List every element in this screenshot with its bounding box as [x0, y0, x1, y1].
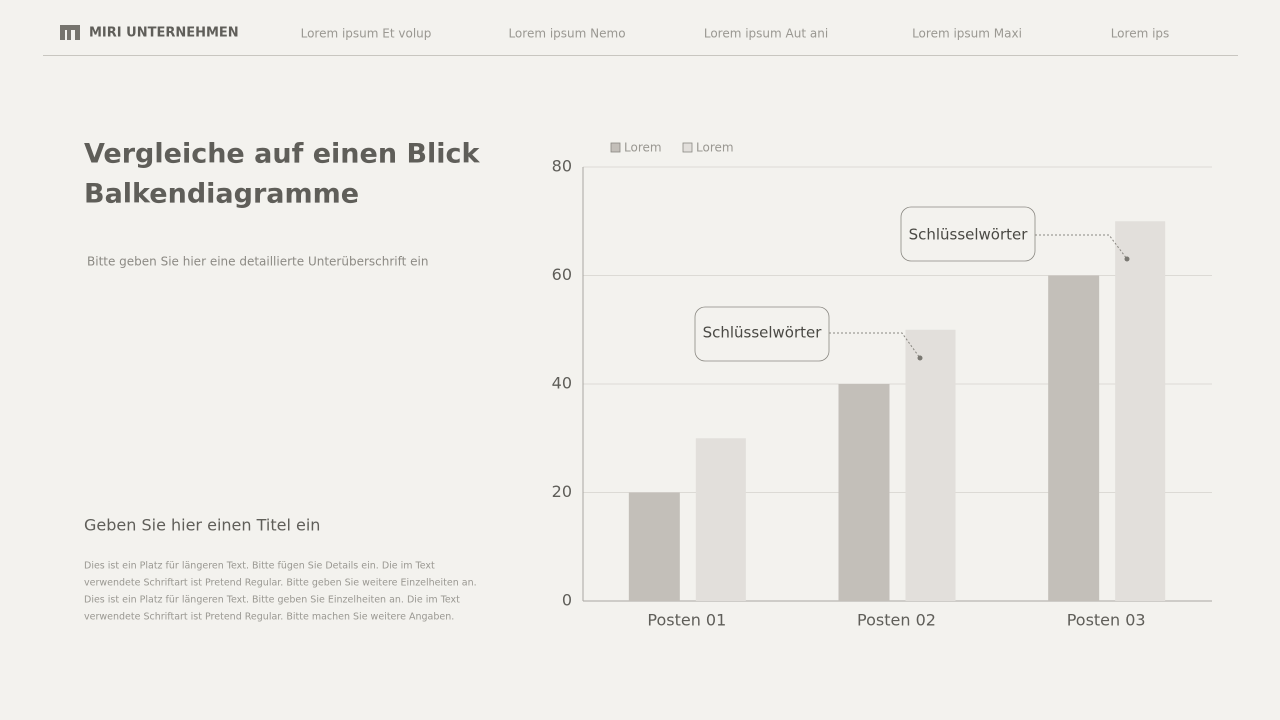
nav-item[interactable]: Lorem ips: [1111, 27, 1170, 41]
callout-leader: [1035, 234, 1128, 260]
legend-label: Lorem: [696, 141, 734, 155]
body-text: verwendete Schriftart ist Pretend Regula…: [84, 612, 454, 623]
callout-dot: [917, 355, 923, 361]
bar: [838, 384, 890, 601]
x-tick-label: Posten 01: [647, 611, 726, 630]
callout-box: [694, 306, 830, 362]
callout-dot: [1124, 256, 1130, 262]
legend-swatch: [610, 142, 621, 153]
nav-item[interactable]: Lorem ipsum Maxi: [912, 27, 1022, 41]
y-tick-label: 20: [552, 482, 572, 501]
slide-title: Vergleiche auf einen Blick: [84, 139, 481, 170]
callout-text: Schlüsselwörter: [909, 226, 1029, 244]
y-tick-label: 60: [552, 265, 572, 284]
bar: [628, 492, 680, 601]
nav-item[interactable]: Lorem ipsum Nemo: [508, 27, 625, 41]
bar: [1115, 221, 1166, 601]
logo-icon: [60, 25, 80, 40]
legend-label: Lorem: [624, 141, 662, 155]
y-tick-label: 0: [562, 591, 572, 610]
bar: [695, 438, 746, 601]
nav-item[interactable]: Lorem ipsum Et volup: [301, 27, 432, 41]
y-tick-label: 80: [552, 157, 572, 176]
x-tick-label: Posten 02: [857, 611, 936, 630]
body-text: Dies ist ein Platz für längeren Text. Bi…: [84, 595, 460, 606]
callout-text: Schlüsselwörter: [703, 324, 823, 342]
legend-swatch: [682, 142, 693, 153]
body-text: Dies ist ein Platz für längeren Text. Bi…: [84, 561, 435, 572]
bar: [1048, 275, 1100, 601]
callout-box: [900, 206, 1036, 262]
nav-item[interactable]: Lorem ipsum Aut ani: [704, 27, 828, 41]
subtitle: Bitte geben Sie hier eine detaillierte U…: [87, 255, 428, 269]
logo-text: MIRI UNTERNEHMEN: [89, 26, 239, 41]
body-text: verwendete Schriftart ist Pretend Regula…: [84, 578, 477, 589]
x-tick-label: Posten 03: [1067, 611, 1146, 630]
callout-leader: [829, 332, 921, 359]
section-title: Geben Sie hier einen Titel ein: [84, 516, 320, 535]
bar: [905, 329, 956, 601]
y-tick-label: 40: [552, 374, 572, 393]
slide-title: Balkendiagramme: [84, 179, 359, 210]
